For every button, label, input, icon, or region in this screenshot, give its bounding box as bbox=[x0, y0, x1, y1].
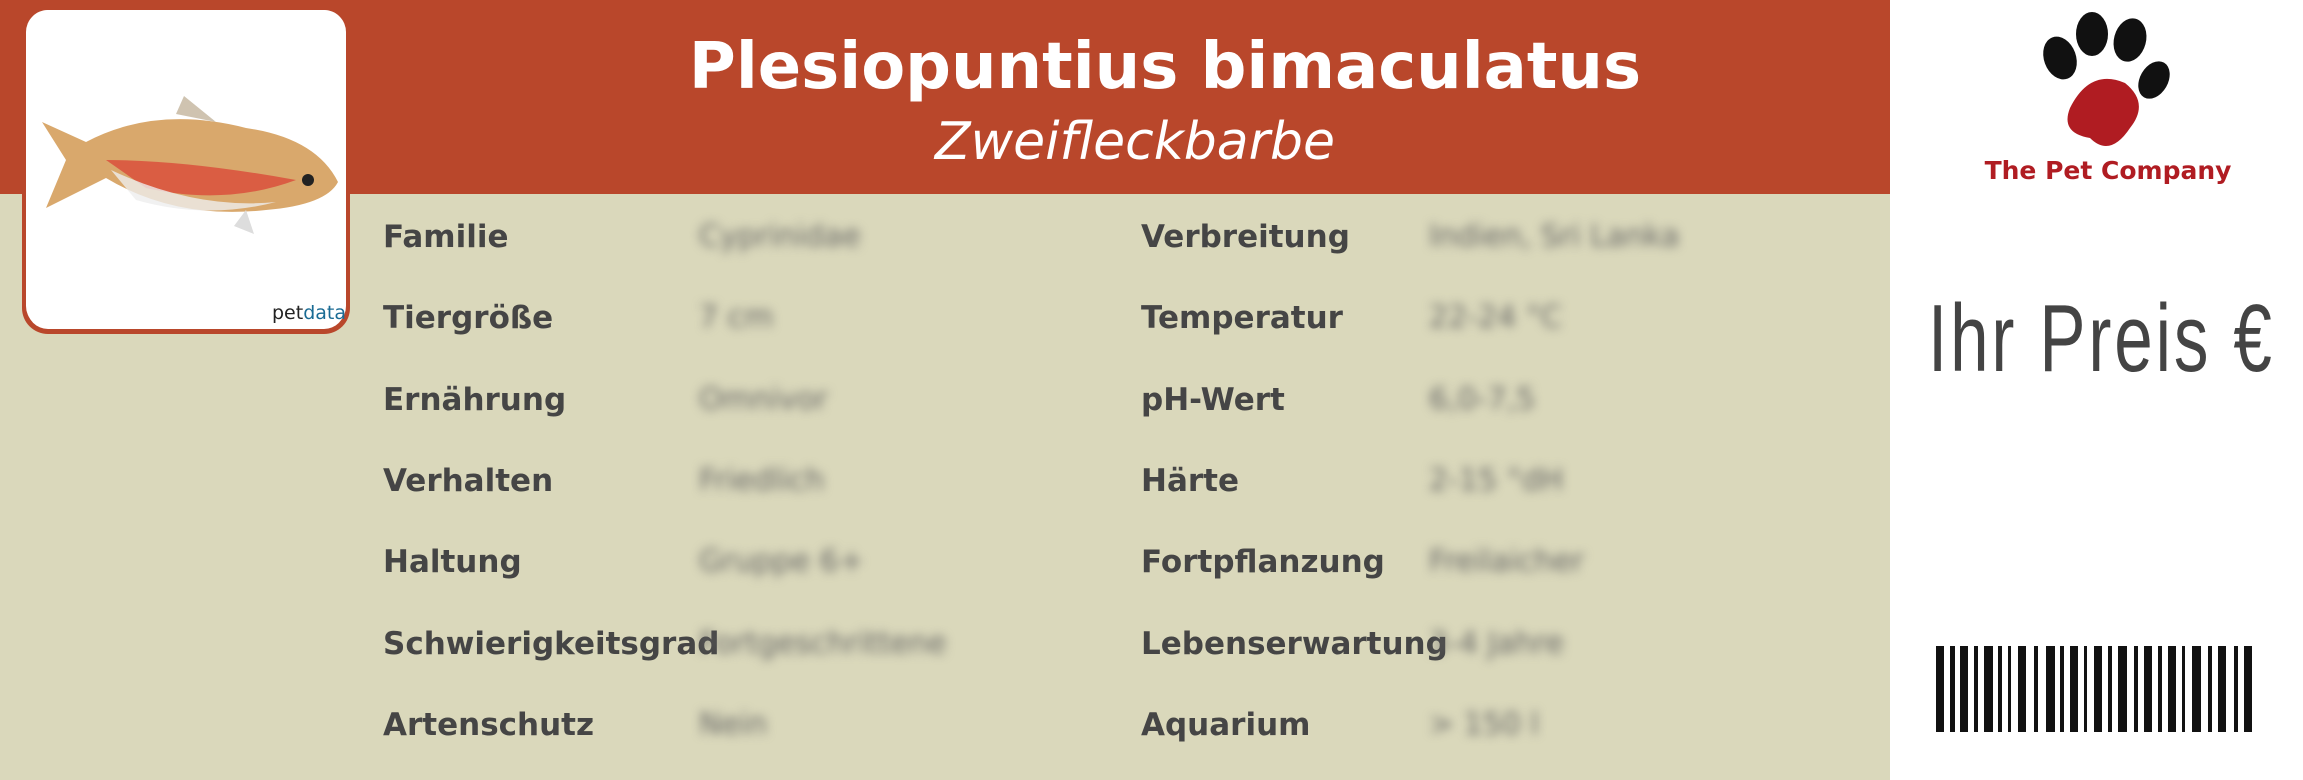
field-value: Nein bbox=[699, 706, 768, 742]
field-value: Cyprinidae bbox=[699, 219, 861, 254]
field-value: 2-15 °dH bbox=[1429, 462, 1564, 498]
field-label: Verbreitung bbox=[1141, 219, 1350, 255]
field-label: Haltung bbox=[383, 544, 522, 581]
credit-b: data bbox=[303, 302, 346, 324]
field-label: pH-Wert bbox=[1141, 381, 1285, 418]
field-value: Indien, Sri Lanka bbox=[1429, 219, 1680, 254]
field-value: Gruppe 6+ bbox=[699, 544, 864, 580]
image-credit: petdata bbox=[272, 302, 346, 324]
field-value: Friedlich bbox=[699, 462, 825, 498]
field-value: 3-4 Jahre bbox=[1429, 625, 1564, 661]
field-label: Härte bbox=[1141, 462, 1239, 499]
field-value: 7 cm bbox=[699, 300, 774, 336]
logo bbox=[2043, 12, 2170, 146]
field-label: Fortpflanzung bbox=[1141, 544, 1385, 581]
field-value: Fortgeschrittene bbox=[699, 625, 947, 661]
field-value: 22-24 °C bbox=[1429, 300, 1562, 336]
field-label: Lebenserwartung bbox=[1141, 625, 1448, 662]
field-label: Ernährung bbox=[383, 381, 567, 418]
brand-name: The Pet Company bbox=[1984, 156, 2232, 185]
field-label: Familie bbox=[383, 219, 509, 255]
field-label: Schwierigkeitsgrad bbox=[383, 625, 720, 662]
credit-a: pet bbox=[272, 302, 304, 324]
field-label: Tiergröße bbox=[383, 300, 554, 337]
field-value: 6,0-7,5 bbox=[1429, 381, 1536, 417]
price-label: Ihr Preis € bbox=[1928, 285, 2275, 392]
barcode bbox=[1936, 646, 2252, 732]
field-label: Verhalten bbox=[383, 462, 554, 499]
subtitle: Zweifleckbarbe bbox=[934, 112, 1336, 172]
field-value: > 150 l bbox=[1429, 706, 1539, 742]
field-label: Temperatur bbox=[1141, 300, 1343, 337]
field-label: Artenschutz bbox=[383, 706, 595, 743]
field-value: Omnivor bbox=[699, 381, 828, 417]
title: Plesiopuntius bimaculatus bbox=[688, 30, 1642, 104]
image bbox=[26, 10, 346, 328]
fish bbox=[42, 96, 338, 234]
field-value: Freilaicher bbox=[1429, 544, 1584, 580]
field-label: Aquarium bbox=[1141, 706, 1311, 743]
